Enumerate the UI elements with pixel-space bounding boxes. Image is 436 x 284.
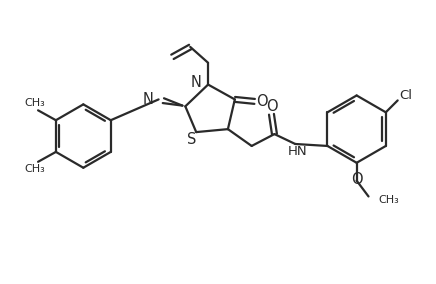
Text: CH₃: CH₃ — [378, 195, 399, 205]
Text: HN: HN — [287, 145, 307, 158]
Text: CH₃: CH₃ — [25, 98, 45, 108]
Text: N: N — [143, 92, 153, 107]
Text: S: S — [187, 131, 196, 147]
Text: O: O — [351, 172, 362, 187]
Text: O: O — [256, 94, 267, 109]
Text: N: N — [190, 75, 201, 90]
Text: CH₃: CH₃ — [25, 164, 45, 174]
Text: Cl: Cl — [399, 89, 412, 102]
Text: O: O — [266, 99, 277, 114]
